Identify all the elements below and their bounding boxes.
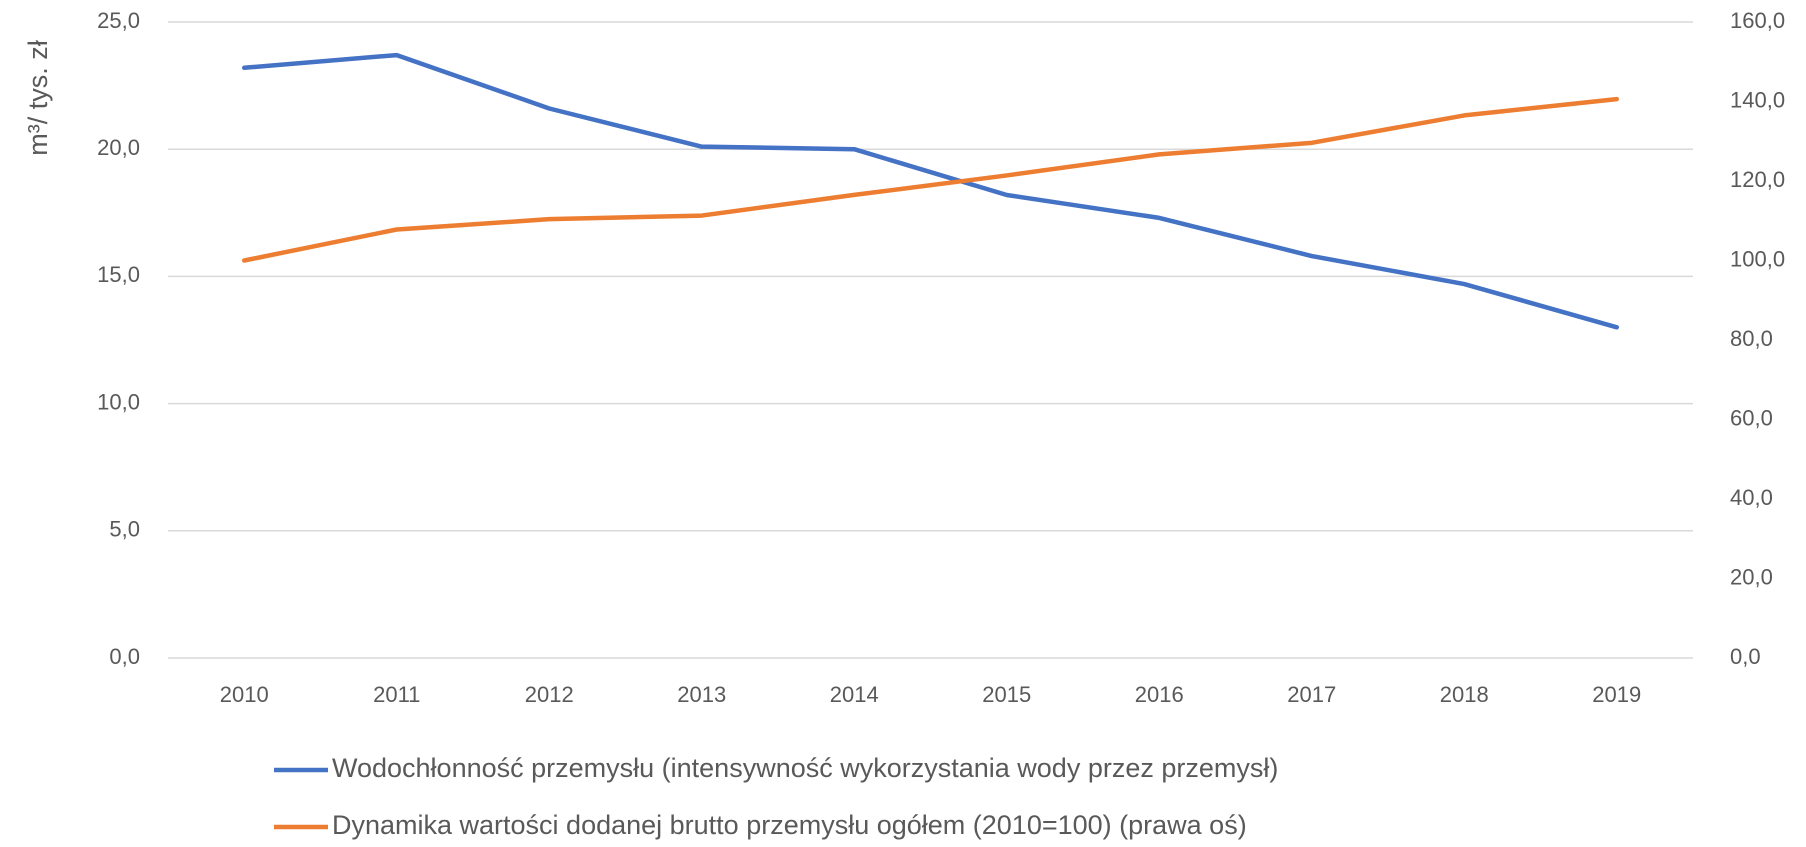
x-tick-label: 2012 (525, 682, 574, 707)
x-tick-label: 2018 (1440, 682, 1489, 707)
series-line (242, 96, 1619, 263)
y-tick-label: 20,0 (97, 135, 140, 160)
x-tick-label: 2017 (1287, 682, 1336, 707)
y2-tick-label: 60,0 (1730, 405, 1773, 430)
y2-tick-label: 40,0 (1730, 485, 1773, 510)
x-tick-label: 2016 (1135, 682, 1184, 707)
y2-tick-label: 100,0 (1730, 246, 1785, 271)
y2-tick-label: 140,0 (1730, 87, 1785, 112)
y2-tick-label: 20,0 (1730, 564, 1773, 589)
x-tick-label: 2013 (677, 682, 726, 707)
x-tick-label: 2010 (220, 682, 269, 707)
y-tick-label: 0,0 (109, 644, 140, 669)
y-tick-label: 15,0 (97, 262, 140, 287)
y-tick-label: 10,0 (97, 389, 140, 414)
y2-tick-label: 160,0 (1730, 8, 1785, 33)
y-tick-label: 25,0 (97, 8, 140, 33)
y2-tick-label: 80,0 (1730, 326, 1773, 351)
y-axis-label: m³/ tys. zł (23, 40, 53, 156)
y2-tick-label: 0,0 (1730, 644, 1761, 669)
y2-tick-label: 120,0 (1730, 167, 1785, 192)
x-tick-label: 2014 (830, 682, 879, 707)
legend-label: Wodochłonność przemysłu (intensywność wy… (332, 753, 1278, 783)
y-tick-label: 5,0 (109, 517, 140, 542)
series-line (242, 52, 1619, 330)
legend-label: Dynamika wartości dodanej brutto przemys… (332, 810, 1247, 840)
x-tick-label: 2015 (982, 682, 1031, 707)
x-tick-label: 2011 (373, 682, 420, 707)
x-tick-label: 2019 (1592, 682, 1641, 707)
